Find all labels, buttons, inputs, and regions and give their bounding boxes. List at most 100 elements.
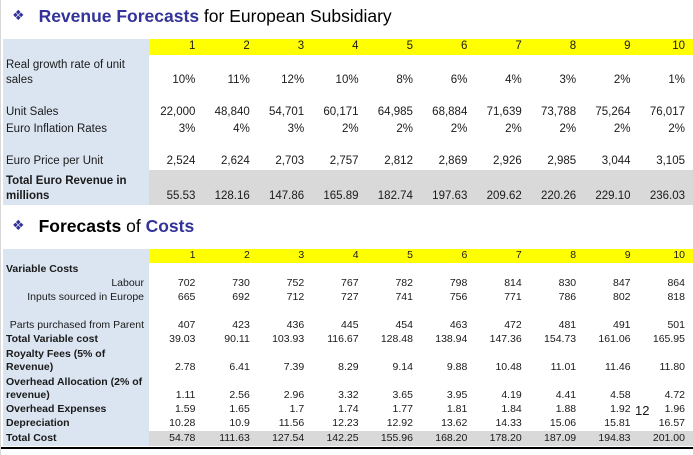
value-cell: 798 (449, 277, 468, 289)
value-cell: 2% (341, 123, 359, 135)
year-column-header: 5 (366, 249, 421, 263)
table-row: Euro Inflation Rates 3% 4% 3% 2% 2% 2% 2% 2% 2% 2% (3, 121, 693, 138)
year-column-header: 7 (475, 39, 530, 55)
value-cell: 14.33 (495, 417, 522, 429)
value-cell: 39.03 (169, 333, 196, 345)
value-cell: 741 (395, 291, 413, 303)
value-cell: 2% (505, 123, 522, 135)
row-label: Overhead Allocation (2% of revenue) (3, 375, 150, 403)
value-cell: 236.03 (638, 170, 693, 205)
value-cell (530, 89, 584, 104)
year-column-header: 10 (638, 39, 693, 55)
value-cell: 1.88 (555, 403, 577, 415)
diamond-bullet-icon: ❖ (12, 217, 25, 233)
year-column-header: 9 (584, 249, 639, 263)
table-row: Real growth rate of unit sales 10% 11% 12% 1… (3, 55, 693, 89)
value-cell: 11.80 (659, 361, 686, 373)
value-cell: 1.65 (229, 403, 250, 415)
value-cell: 786 (558, 291, 577, 303)
value-cell: 9.88 (446, 361, 468, 373)
value-cell: 665 (177, 291, 196, 303)
table-header-row: 1 2 3 4 5 6 7 8 9 10 (3, 249, 693, 263)
value-cell (312, 89, 366, 104)
value-cell: 76,017 (649, 106, 685, 118)
value-cell: 8% (396, 74, 413, 86)
table-row: Overhead Allocation (2% of revenue) 1.11 2… (3, 375, 693, 403)
value-cell: 3% (287, 123, 305, 135)
page-number: 12 (635, 403, 650, 418)
value-cell: 4.41 (555, 389, 577, 401)
value-cell: 2,926 (492, 155, 522, 167)
value-cell: 3% (178, 123, 196, 135)
row-label: Euro Inflation Rates (3, 121, 150, 138)
value-cell (530, 138, 584, 153)
value-cell: 220.26 (529, 170, 585, 205)
value-cell: 6.41 (229, 361, 250, 373)
value-cell: 2.56 (229, 389, 250, 401)
value-cell: 168.20 (420, 431, 476, 446)
value-cell (203, 263, 257, 277)
value-cell: 128.48 (380, 333, 413, 345)
row-label: Unit Sales (3, 104, 150, 121)
row-label: Total Euro Revenue in millions (3, 170, 150, 205)
year-column-header: 2 (203, 39, 258, 55)
value-cell: 436 (286, 319, 305, 331)
value-cell: 4.72 (664, 389, 685, 401)
value-cell: 3.65 (392, 389, 413, 401)
slide-title-costs: ❖ Forecasts of Costs (12, 216, 194, 237)
row-label: Real growth rate of unit sales (3, 55, 150, 89)
value-cell: 54.78 (149, 431, 204, 446)
year-column-header: 7 (475, 249, 530, 263)
table-row: Royalty Fees (5% of Revenue) 2.78 6.41 7.39… (3, 347, 693, 375)
title-rest: for European Subsidiary (199, 6, 392, 26)
value-cell: 12.23 (332, 417, 359, 429)
value-cell: 54,701 (269, 106, 305, 118)
value-cell (530, 263, 584, 277)
year-column-header: 8 (529, 39, 585, 55)
value-cell: 229.10 (584, 170, 639, 205)
value-cell: 1.74 (338, 403, 359, 415)
slide-title-revenue: ❖ Revenue Forecasts for European Subsidi… (12, 6, 392, 27)
value-cell: 60,171 (323, 106, 359, 118)
value-cell: 2,869 (438, 155, 468, 167)
value-cell: 15.81 (604, 417, 631, 429)
value-cell: 182.74 (366, 170, 421, 205)
value-cell (203, 138, 257, 153)
value-cell: 8.29 (338, 361, 359, 373)
table-row: Depreciation 10.28 10.9 11.56 12.23 12.92 13.6… (3, 417, 693, 431)
value-cell (149, 263, 203, 277)
value-cell: 3% (559, 74, 577, 86)
value-cell: 4.58 (610, 389, 631, 401)
row-label (3, 138, 150, 153)
value-cell: 147.36 (489, 333, 522, 345)
value-cell: 12% (281, 74, 305, 86)
value-cell: 1.7 (289, 403, 305, 415)
value-cell: 9.14 (392, 361, 413, 373)
diamond-bullet-icon: ❖ (12, 7, 25, 23)
value-cell (367, 263, 421, 277)
value-cell: 463 (449, 319, 468, 331)
value-cell: 756 (449, 291, 468, 303)
value-cell: 10.28 (169, 417, 196, 429)
year-column-header: 6 (420, 39, 476, 55)
year-column-header: 1 (149, 39, 204, 55)
value-cell (584, 263, 638, 277)
value-cell: 782 (395, 277, 413, 289)
table-row (3, 138, 693, 153)
value-cell (421, 89, 475, 104)
value-cell: 138.94 (435, 333, 468, 345)
year-column-header: 3 (257, 249, 313, 263)
value-cell: 802 (613, 291, 631, 303)
row-label: Depreciation (3, 417, 150, 431)
value-cell (584, 89, 638, 104)
table-row: Overhead Expenses 1.59 1.65 1.7 1.74 1.77 1.81… (3, 403, 693, 417)
header-corner-cell (3, 39, 150, 55)
value-cell: 454 (395, 319, 413, 331)
costs-forecast-table: 1 2 3 4 5 6 7 8 9 10 Variable Costs Labour 702 730 752… (3, 249, 693, 446)
value-cell: 2,624 (221, 155, 250, 167)
value-cell: 2% (559, 123, 577, 135)
row-label: Overhead Expenses (3, 403, 150, 417)
year-column-header: 10 (638, 249, 693, 263)
value-cell (639, 263, 693, 277)
row-label: Labour (3, 277, 150, 291)
